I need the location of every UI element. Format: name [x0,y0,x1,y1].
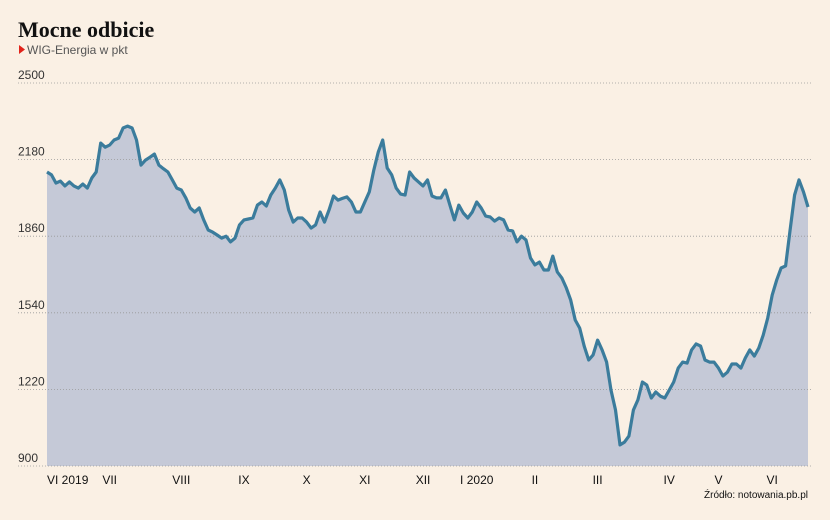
y-tick-label: 2180 [18,145,45,159]
x-tick-label: VII [102,473,117,487]
x-tick-label: VI 2019 [47,473,89,487]
x-tick-label: XI [359,473,370,487]
chart-title: Mocne odbicie [18,17,154,42]
line [46,124,810,447]
x-tick-label: VI [767,473,778,487]
area [47,126,808,466]
y-tick-label: 1220 [18,374,45,388]
y-tick-label: 1540 [18,298,45,312]
subtitle-marker [19,45,25,54]
x-tick-label: VIII [172,473,190,487]
chart-subtitle: WIG-Energia w pkt [27,43,128,57]
x-tick-label: IX [238,473,249,487]
x-tick-label: IV [664,473,675,487]
x-tick-label: V [714,473,722,487]
x-tick-label: II [532,473,539,487]
x-tick-label: I 2020 [460,473,494,487]
x-tick-label: XII [416,473,431,487]
y-tick-label: 1860 [18,221,45,235]
source: Źródło: notowania.pb.pl [704,488,808,501]
x-tick-label: X [303,473,311,487]
x-tick-label: III [593,473,603,487]
y-tick-label: 900 [18,451,38,465]
y-tick-label: 2500 [18,68,45,82]
